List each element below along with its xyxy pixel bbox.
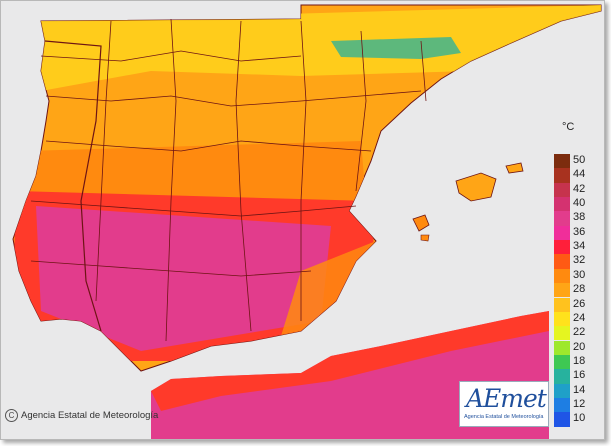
legend-label: 30 [573,268,586,281]
legend-label: 38 [573,211,586,224]
province-boundaries [30,18,427,342]
legend-label: 44 [573,168,586,181]
legend-swatch [554,268,570,284]
legend-label: 24 [573,311,586,324]
balearic-formentera [420,234,430,242]
logo-subtitle: Agencia Estatal de Meteorología [464,414,544,420]
aemet-logo: AEmet Agencia Estatal de Meteorología [459,381,549,427]
legend-label: 34 [573,240,586,253]
extreme-zone-guadalquivir [36,206,331,351]
legend-swatch [554,168,570,183]
copyright-icon: C [5,409,18,422]
legend-swatch [554,240,570,255]
legend-unit-label: °C [562,121,575,133]
legend-swatch [554,254,570,269]
balearic-ibiza [412,214,430,232]
map-frame: °C C Agencia Estatal de Meteorología AEm… [0,0,605,440]
legend-label: 16 [573,369,586,382]
legend-swatch [554,397,570,413]
legend-swatch [554,311,570,327]
agency-credit: C Agencia Estatal de Meteorología [5,409,158,422]
legend-label: 28 [573,283,586,296]
cool-zone-pyrenees [331,37,461,59]
legend-label: 10 [573,412,586,425]
legend-swatch [554,283,570,298]
temperature-map [12,4,602,439]
legend-label: 32 [573,254,586,267]
legend-label: 14 [573,383,586,396]
legend-swatch [554,211,570,226]
legend-label: 36 [573,225,586,238]
legend-swatch [554,369,570,384]
legend-label: 50 [573,154,586,166]
legend-swatch [554,340,570,355]
balearic-menorca [505,162,524,174]
legend-swatch [554,412,570,427]
legend-label: 42 [573,182,586,195]
legend-swatch [554,182,570,197]
legend-label: 18 [573,354,586,367]
legend-swatch [554,197,570,212]
balearic-mallorca [455,172,497,202]
legend-swatch [554,154,570,169]
legend-label: 20 [573,340,586,353]
legend-swatch [554,383,570,398]
credit-text: Agencia Estatal de Meteorología [21,410,159,421]
logo-wordmark: AEmet [466,384,547,413]
legend-label: 12 [573,397,586,410]
coast-zone-southeast [281,241,376,336]
legend-label: 26 [573,297,586,310]
legend-swatch [554,354,570,370]
legend-swatch [554,297,570,312]
legend-swatch [554,225,570,241]
portugal-border [44,40,102,332]
north-africa-coast-zone [151,311,549,411]
legend-label: 40 [573,197,586,210]
legend-label: 22 [573,326,586,339]
legend-swatch [554,326,570,341]
